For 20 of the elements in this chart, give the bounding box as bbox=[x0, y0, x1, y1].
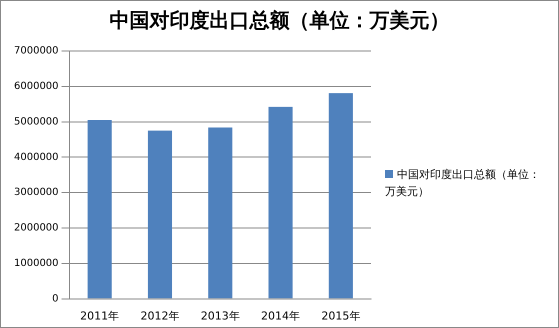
y-tick-label: 7000000 bbox=[14, 46, 59, 57]
y-tick-label: 2000000 bbox=[14, 222, 59, 234]
x-tick-label: 2011年 bbox=[80, 309, 120, 322]
y-tick-label: 6000000 bbox=[14, 80, 59, 92]
y-tick-label: 4000000 bbox=[14, 152, 59, 163]
x-tick-label: 2012年 bbox=[140, 309, 180, 322]
bar bbox=[268, 106, 293, 298]
y-tick-label: 5000000 bbox=[14, 116, 59, 128]
bar bbox=[88, 120, 112, 298]
bar bbox=[148, 130, 172, 298]
legend-label: 中国对印度出口总额（单位：万美元） bbox=[385, 167, 541, 200]
y-tick-label: 1000000 bbox=[14, 258, 59, 269]
y-tick-label: 0 bbox=[52, 293, 59, 304]
x-tick-label: 2014年 bbox=[261, 309, 300, 322]
y-tick-label: 3000000 bbox=[14, 187, 59, 198]
bar bbox=[208, 127, 232, 298]
bar bbox=[328, 93, 353, 298]
x-tick-label: 2013年 bbox=[200, 309, 240, 322]
x-tick-label: 2015年 bbox=[321, 309, 360, 322]
chart-title: 中国对印度出口总额（单位：万美元） bbox=[108, 7, 450, 34]
